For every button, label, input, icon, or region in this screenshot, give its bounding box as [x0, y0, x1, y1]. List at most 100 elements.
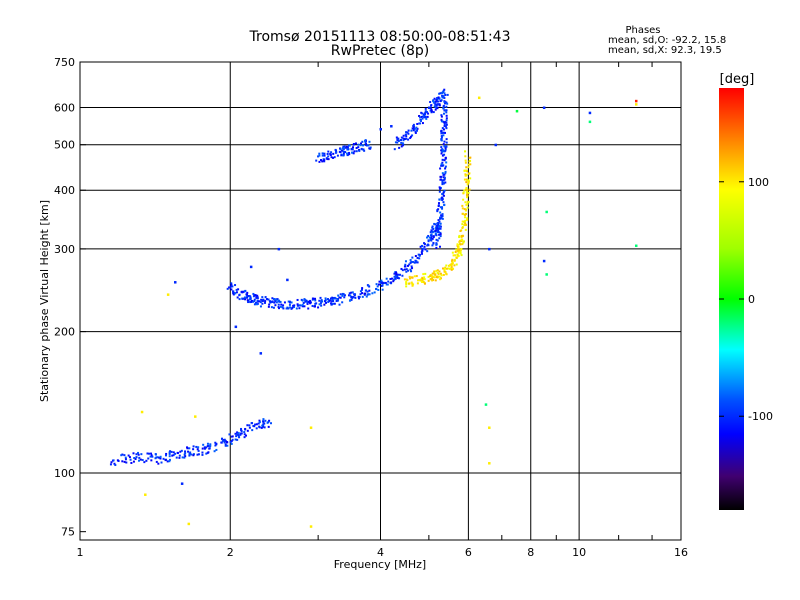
trace-point: [396, 141, 399, 144]
trace-point: [430, 110, 433, 113]
trace-point: [275, 301, 278, 304]
trace-point: [112, 459, 115, 462]
trace-point: [396, 277, 399, 280]
trace-point: [439, 235, 442, 238]
trace-point: [433, 276, 436, 279]
trace-point: [363, 292, 366, 295]
trace-point: [137, 459, 140, 462]
trace-point: [394, 141, 397, 144]
trace-point: [246, 293, 249, 296]
trace-point: [436, 97, 439, 100]
y-axis-label: Stationary phase Virtual Height [km]: [38, 200, 51, 402]
trace-point: [463, 189, 466, 192]
trace-point: [426, 250, 429, 253]
trace-point: [464, 213, 467, 216]
trace-point: [141, 459, 144, 462]
trace-point: [323, 303, 326, 306]
colorbar-tick-label: 0: [748, 293, 755, 306]
trace-point: [264, 296, 267, 299]
trace-point: [380, 281, 383, 284]
trace-point: [345, 145, 348, 148]
x-tick-label: 16: [674, 546, 688, 559]
trace-point: [415, 260, 418, 263]
trace-point: [466, 194, 469, 197]
trace-point: [437, 272, 440, 275]
trace-point: [195, 445, 198, 448]
scatter-point: [309, 525, 313, 528]
trace-point: [431, 225, 434, 228]
trace-point: [318, 299, 321, 302]
trace-point: [440, 115, 443, 118]
trace-point: [323, 152, 326, 155]
trace-point: [230, 442, 233, 445]
trace-point: [434, 232, 437, 235]
trace-point: [441, 217, 444, 220]
trace-point: [314, 297, 317, 300]
trace-point: [196, 448, 199, 451]
trace-point: [412, 125, 415, 128]
trace-point: [440, 164, 443, 167]
trace-point: [439, 187, 442, 190]
trace-point: [150, 454, 153, 457]
trace-point: [438, 220, 441, 223]
trace-point: [443, 178, 446, 181]
trace-point: [434, 226, 437, 229]
trace-point: [197, 453, 200, 456]
trace-point: [461, 220, 464, 223]
trace-point: [464, 222, 467, 225]
trace-point: [244, 427, 247, 430]
trace-point: [442, 194, 445, 197]
trace-point: [418, 257, 421, 260]
trace-point: [150, 459, 153, 462]
trace-point: [442, 176, 445, 179]
trace-point: [444, 120, 447, 123]
chart-title: Tromsø 20151113 08:50:00-08:51:43: [249, 29, 511, 45]
scatter-point: [494, 143, 498, 147]
trace-point: [442, 91, 445, 94]
trace-point: [332, 156, 335, 159]
trace-point: [183, 453, 186, 456]
trace-point: [342, 154, 345, 157]
trace-point: [407, 129, 410, 132]
trace-point: [230, 283, 233, 286]
trace-point: [229, 286, 232, 289]
trace-point: [256, 294, 259, 297]
trace-point: [306, 301, 309, 304]
trace-point: [362, 144, 365, 147]
trace-point: [445, 119, 448, 122]
trace-point: [404, 133, 407, 136]
trace-point: [192, 448, 195, 451]
trace-point: [254, 294, 257, 297]
trace-point: [353, 150, 356, 153]
trace-point: [265, 298, 268, 301]
trace-point: [465, 166, 468, 169]
trace-point: [313, 305, 316, 308]
scatter-point: [545, 210, 548, 214]
trace-point: [290, 301, 293, 304]
trace-point: [392, 278, 395, 281]
trace-point: [321, 154, 324, 157]
trace-point: [459, 239, 462, 242]
trace-point: [445, 101, 448, 104]
trace-point: [432, 101, 435, 104]
trace-point: [261, 302, 264, 305]
trace-point: [422, 273, 425, 276]
trace-point: [262, 420, 265, 423]
trace-point: [436, 222, 439, 225]
trace-point: [424, 115, 427, 118]
trace-point: [261, 424, 264, 427]
trace-point: [431, 277, 434, 280]
trace-point: [440, 130, 443, 133]
trace-point: [205, 452, 208, 455]
trace-point: [406, 279, 409, 282]
trace-point: [410, 129, 413, 132]
trace-point: [317, 155, 320, 158]
scatter-point: [144, 493, 147, 496]
trace-point: [421, 117, 424, 120]
trace-point: [440, 217, 443, 220]
trace-point: [249, 301, 252, 304]
trace-point: [277, 303, 280, 306]
trace-point: [342, 150, 345, 153]
trace-point: [442, 273, 445, 276]
trace-point: [241, 297, 244, 300]
